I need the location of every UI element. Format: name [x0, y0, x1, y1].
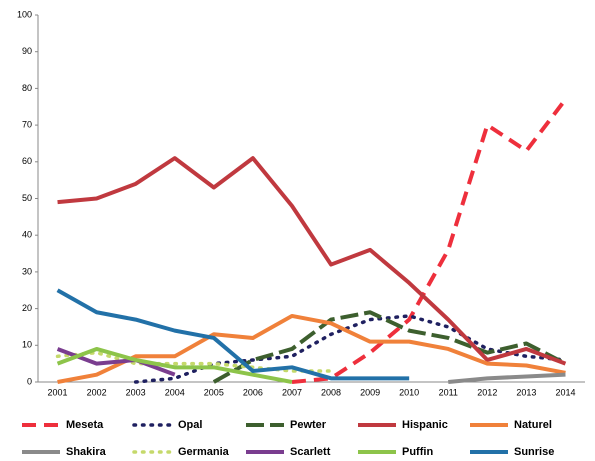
y-tick-label: 60 [22, 156, 32, 166]
x-tick-label: 2006 [243, 387, 263, 397]
legend-label: Naturel [514, 419, 552, 431]
series-line [57, 156, 567, 366]
x-tick-label: 2007 [282, 387, 302, 397]
y-tick-label: 10 [22, 340, 32, 350]
legend-label: Pewter [290, 419, 327, 431]
series-line [291, 98, 568, 384]
x-tick-label: 2013 [516, 387, 536, 397]
y-tick-label: 70 [22, 119, 32, 129]
legend-label: Opal [178, 419, 202, 431]
legend-label: Sunrise [514, 446, 554, 458]
legend-label: Hispanic [402, 419, 448, 431]
series-line [55, 350, 333, 373]
x-tick-label: 2012 [477, 387, 497, 397]
y-tick-label: 100 [17, 9, 32, 19]
x-tick-label: 2001 [48, 387, 68, 397]
x-tick-label: 2004 [165, 387, 185, 397]
y-tick-label: 80 [22, 83, 32, 93]
x-tick-label: 2005 [204, 387, 224, 397]
y-tick-label: 50 [22, 193, 32, 203]
x-tick-label: 2003 [126, 387, 146, 397]
legend-label: Shakira [66, 446, 107, 458]
x-tick-label: 2002 [87, 387, 107, 397]
x-tick-label: 2008 [321, 387, 341, 397]
y-tick-label: 40 [22, 230, 32, 240]
legend-label: Meseta [66, 419, 104, 431]
series-line [212, 310, 567, 384]
x-tick-label: 2011 [439, 387, 458, 397]
series-line [57, 313, 566, 384]
legend-label: Scarlett [290, 446, 331, 458]
y-tick-label: 20 [22, 303, 32, 313]
y-tick-label: 0 [27, 376, 32, 386]
x-tick-label: 2014 [555, 387, 575, 397]
y-tick-label: 90 [22, 46, 32, 56]
x-tick-label: 2010 [399, 387, 419, 397]
series-line [56, 288, 410, 381]
x-tick-label: 2009 [360, 387, 380, 397]
legend-label: Germania [178, 446, 230, 458]
legend-label: Puffin [402, 446, 433, 458]
series-line [448, 372, 566, 384]
y-tick-label: 30 [22, 266, 32, 276]
series-line [56, 346, 293, 384]
